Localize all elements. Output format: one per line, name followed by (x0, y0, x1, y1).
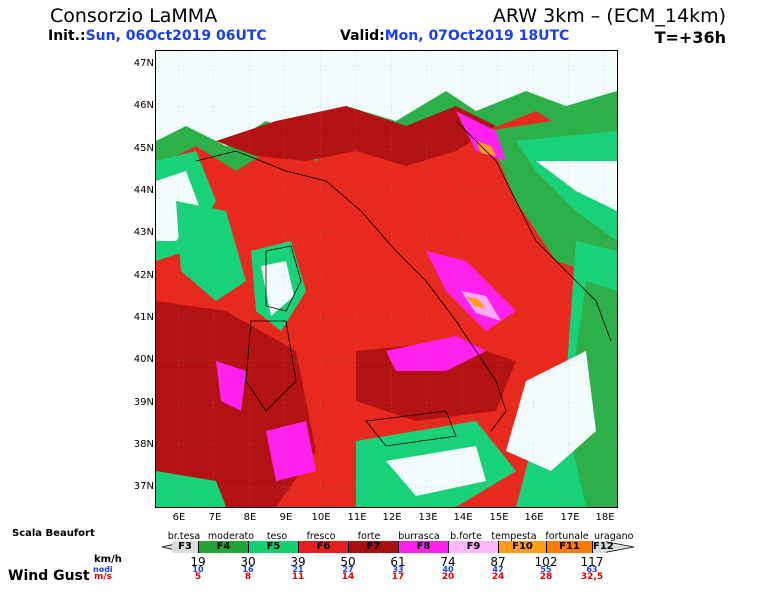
kmh-value: 117 (580, 555, 604, 569)
lat-label: 40N (133, 354, 154, 365)
nodi-value: 63 (586, 565, 598, 574)
class-box-f12: F12 (592, 541, 614, 553)
nodi-value: 55 (540, 565, 552, 574)
unit-ms: m/s (94, 572, 113, 582)
beaufort-category: teso (266, 531, 288, 542)
lat-label: 45N (133, 143, 154, 154)
nodi-value: 16 (242, 565, 254, 574)
lon-label: 6E (172, 512, 186, 523)
ms-value: 14 (341, 572, 355, 582)
lon-label: 18E (595, 512, 615, 523)
init-value: Sun, 06Oct2019 06UTC (85, 28, 267, 44)
class-box-f5: F5 (248, 541, 298, 553)
kmh-value: 50 (340, 555, 356, 569)
lon-label: 13E (418, 512, 438, 523)
nodi-value: 10 (192, 565, 204, 574)
lon-label: 8E (243, 512, 257, 523)
beaufort-category: forte (357, 531, 381, 542)
beaufort-category: br.tesa (167, 531, 201, 542)
lat-label: 46N (133, 100, 154, 111)
kmh-value: 61 (390, 555, 406, 569)
unit-kmh: km/h (94, 554, 122, 565)
lat-label: 42N (133, 270, 154, 281)
nodi-value: 33 (392, 565, 404, 574)
nodi-value: 21 (292, 565, 304, 574)
ms-value: 20 (441, 572, 455, 582)
ms-value: 11 (291, 572, 305, 582)
ms-value: 8 (244, 572, 252, 582)
nodi-value: 27 (342, 565, 354, 574)
lon-label: 17E (560, 512, 580, 523)
kmh-value: 19 (190, 555, 206, 569)
class-box-f7: F7 (348, 541, 398, 553)
beaufort-category: b.forte (450, 531, 482, 542)
nodi-value: 47 (492, 565, 504, 574)
wind-gust-label: Wind Gust (8, 568, 90, 584)
beaufort-category: uragano (594, 531, 634, 542)
kmh-value: 102 (534, 555, 558, 569)
beaufort-category: burrasca (398, 531, 440, 542)
beaufort-category: tempesta (491, 531, 537, 542)
init-time: Init.:Sun, 06Oct2019 06UTC (48, 28, 267, 44)
lat-lon-grid (156, 51, 617, 507)
class-box-f3: F3 (172, 541, 198, 553)
organization-title: Consorzio LaMMA (50, 5, 218, 27)
forecast-step: T=+36h (654, 28, 726, 47)
kmh-value: 30 (240, 555, 256, 569)
lon-label: 7E (208, 512, 222, 523)
lat-label: 41N (133, 312, 154, 323)
lon-label: 11E (347, 512, 367, 523)
nodi-value: 40 (442, 565, 454, 574)
lat-label: 39N (133, 397, 154, 408)
lat-label: 44N (133, 185, 154, 196)
lon-label: 12E (382, 512, 402, 523)
model-title: ARW 3km – (ECM_14km) (492, 5, 726, 27)
wind-gust-map (155, 50, 618, 508)
class-box-f4: F4 (198, 541, 248, 553)
init-label: Init.: (48, 28, 86, 44)
ms-value: 17 (391, 572, 405, 582)
class-box-f10: F10 (498, 541, 546, 553)
map-canvas (156, 51, 617, 507)
class-box-f9: F9 (448, 541, 498, 553)
ms-value: 5 (194, 572, 202, 582)
lon-label: 15E (489, 512, 509, 523)
ms-value: 28 (539, 572, 553, 582)
class-box-f8: F8 (398, 541, 448, 553)
beaufort-category: fortunale (545, 531, 589, 542)
lat-label: 37N (133, 481, 154, 492)
kmh-value: 87 (490, 555, 506, 569)
lon-label: 10E (311, 512, 331, 523)
ms-value: 24 (491, 572, 505, 582)
lat-label: 38N (133, 439, 154, 450)
beaufort-scale-title: Scala Beaufort (12, 528, 95, 539)
ms-value: 32,5 (580, 572, 604, 582)
beaufort-category: fresco (306, 531, 336, 542)
lat-label: 47N (133, 58, 154, 69)
valid-label: Valid: (340, 28, 385, 44)
beaufort-category: moderato (207, 531, 255, 542)
unit-nodi: nodi (93, 565, 113, 574)
kmh-value: 39 (290, 555, 306, 569)
class-box-f11: F11 (546, 541, 592, 553)
kmh-value: 74 (440, 555, 456, 569)
lon-label: 9E (279, 512, 293, 523)
lon-label: 16E (524, 512, 544, 523)
valid-value: Mon, 07Oct2019 18UTC (384, 28, 570, 44)
lon-label: 14E (453, 512, 473, 523)
lat-label: 43N (133, 227, 154, 238)
valid-time: Valid:Mon, 07Oct2019 18UTC (340, 28, 569, 44)
class-box-f6: F6 (298, 541, 348, 553)
